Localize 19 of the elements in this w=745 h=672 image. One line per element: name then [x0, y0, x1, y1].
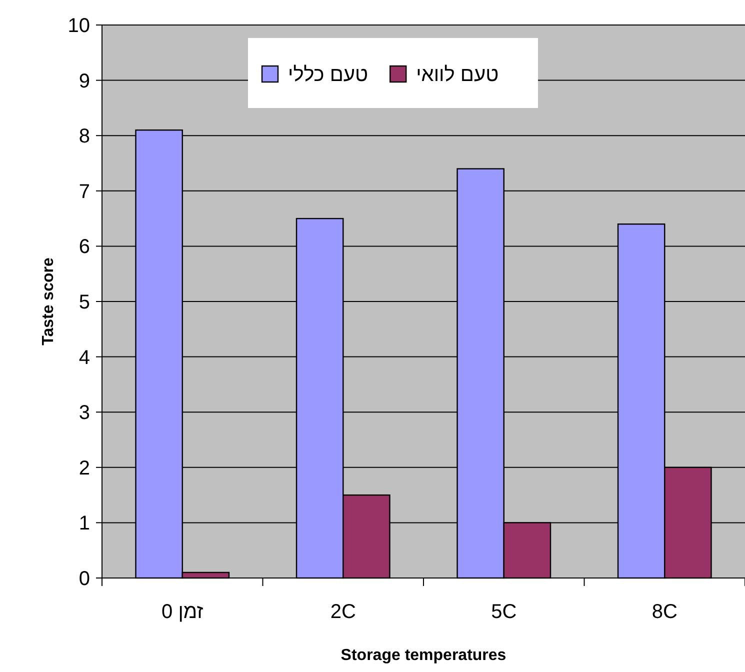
x-tick-label: 2C — [330, 601, 356, 623]
y-tick-label: 1 — [78, 512, 90, 535]
y-tick-label: 4 — [78, 346, 90, 369]
y-tick-label: 3 — [78, 402, 90, 424]
y-tick-label: 0 — [78, 568, 90, 590]
y-tick-label: 9 — [78, 70, 90, 92]
y-axis-title: Taste score — [40, 258, 57, 346]
legend-label: טעם לוואי — [416, 64, 499, 86]
x-tick-label: 5C — [491, 601, 517, 623]
y-tick-label: 2 — [78, 457, 90, 480]
x-tick-label: זמן 0 — [162, 601, 204, 623]
y-tick-label: 6 — [78, 236, 90, 258]
y-tick-label: 5 — [78, 292, 90, 314]
y-tick-label: 7 — [78, 180, 90, 203]
x-axis-title: Storage temperatures — [340, 647, 506, 664]
x-tick-label: 8C — [652, 601, 678, 623]
y-tick-label: 8 — [78, 126, 90, 148]
y-tick-label: 10 — [68, 15, 90, 37]
legend-label: טעם כללי — [288, 64, 368, 86]
